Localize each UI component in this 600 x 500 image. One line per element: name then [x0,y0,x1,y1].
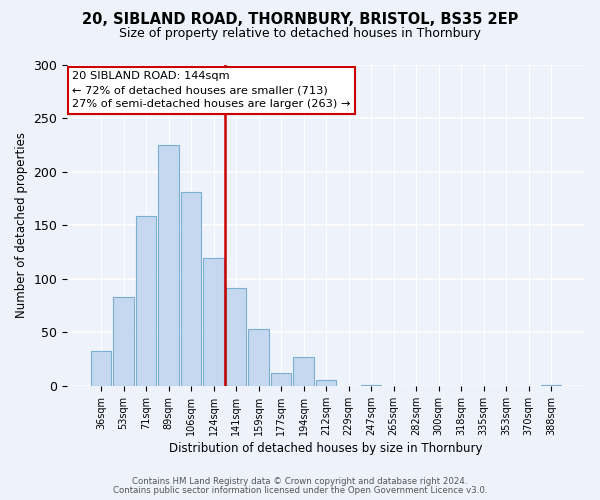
Bar [181,192,202,386]
Bar [158,145,179,386]
Bar [293,357,314,386]
Bar [248,330,269,386]
Bar [91,350,112,386]
Text: 20 SIBLAND ROAD: 144sqm
← 72% of detached houses are smaller (713)
27% of semi-d: 20 SIBLAND ROAD: 144sqm ← 72% of detache… [73,72,351,110]
Text: Size of property relative to detached houses in Thornbury: Size of property relative to detached ho… [119,28,481,40]
Y-axis label: Number of detached properties: Number of detached properties [15,132,28,318]
Bar [541,385,562,386]
Bar [203,258,224,386]
Bar [361,385,382,386]
Bar [226,288,247,386]
X-axis label: Distribution of detached houses by size in Thornbury: Distribution of detached houses by size … [169,442,483,455]
Bar [271,373,292,386]
Bar [136,216,157,386]
Text: Contains public sector information licensed under the Open Government Licence v3: Contains public sector information licen… [113,486,487,495]
Bar [316,380,337,386]
Text: 20, SIBLAND ROAD, THORNBURY, BRISTOL, BS35 2EP: 20, SIBLAND ROAD, THORNBURY, BRISTOL, BS… [82,12,518,28]
Bar [113,297,134,386]
Text: Contains HM Land Registry data © Crown copyright and database right 2024.: Contains HM Land Registry data © Crown c… [132,477,468,486]
